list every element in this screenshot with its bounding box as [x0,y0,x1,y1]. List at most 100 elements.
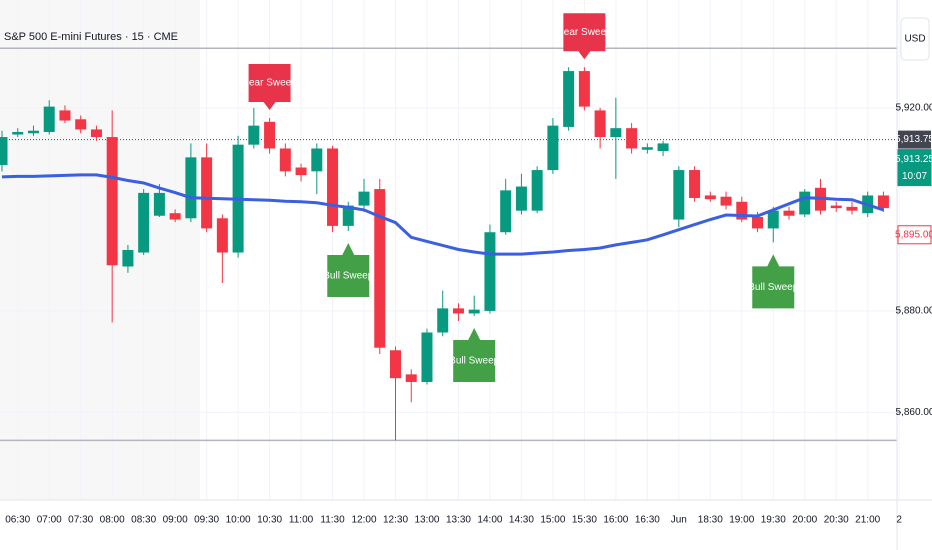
x-tick-label: 10:00 [226,515,251,526]
candle-body [610,128,622,138]
candle-body [279,148,291,172]
x-tick-label: 21:00 [855,515,880,526]
x-tick-label: 15:00 [540,515,565,526]
candle-body [830,205,842,209]
candle-body [437,308,449,333]
x-tick-label: 09:30 [194,515,219,526]
candle-body [358,191,370,206]
candle-body [405,374,417,382]
candle-body [704,195,716,200]
x-tick-label: 12:30 [383,515,408,526]
plot: Bear Sweep Bear Sweep Bull Sweep Bull Sweep… [0,13,897,441]
candle-body [295,167,307,176]
price-badge [897,149,932,187]
x-tick-label: 2 [896,515,902,526]
candle-body [563,71,575,127]
candle-body [877,195,889,209]
candle-body [342,205,354,226]
x-tick-label: 10:30 [257,515,282,526]
candle-body [452,308,464,314]
candle-body [75,119,87,130]
annotation-text: Bear Sweep [242,78,297,89]
x-tick-label: 20:00 [792,515,817,526]
annotation-text: Bear Sweep [557,27,612,38]
price-label: 5,895.00 [895,229,932,240]
x-tick-label: 06:30 [5,515,30,526]
x-tick-label: 07:00 [37,515,62,526]
candle-body [390,350,401,379]
candle-body [311,148,323,172]
y-tick-label: 5,920.00 [896,103,932,114]
bull-sweep-label [327,242,370,297]
x-tick-label: 16:30 [635,515,660,526]
last-price-badge [898,130,931,149]
x-tick-label: Jun [671,515,687,526]
candle-body [531,170,543,211]
x-tick-label: 20:30 [824,515,849,526]
candle-body [374,189,386,348]
candle-body [27,130,39,134]
candle-body [547,125,559,171]
annotation-text: Bull Sweep [748,282,798,293]
candle-body [799,191,811,215]
annotation-text: Bull Sweep [323,271,373,282]
x-tick-label: 14:30 [509,515,534,526]
x-tick-label: 08:00 [100,515,125,526]
candle-body [248,125,260,145]
y-tick-label: 5,860.00 [896,407,932,418]
last-price-label: 5,913.75 [895,134,932,145]
candle-body [657,143,669,152]
candle-body [327,148,339,226]
x-tick-label: 19:00 [729,515,754,526]
x-tick-label: 13:00 [414,515,439,526]
candle-body [484,232,496,311]
y-tick-label: 5,880.00 [896,306,932,317]
candle-body [626,128,638,149]
bear-sweep-label [563,13,606,60]
candle-body [106,137,118,266]
candle-body [846,206,858,211]
candle-body [0,137,8,165]
candle-body [421,332,433,382]
candle-body [43,106,55,132]
candle-body [578,71,590,107]
currency-box[interactable] [900,17,930,61]
session-shade [0,0,200,500]
countdown-label: 10:07 [902,171,927,182]
candle-body [500,190,512,233]
price-label: 5,913.25 [895,154,932,165]
candle-body [468,309,480,314]
x-tick-label: 08:30 [131,515,156,526]
candle-body [736,201,748,220]
candle-body [138,192,150,253]
bear-sweep-label [248,64,291,111]
candle-body [594,110,606,138]
candle-body [783,210,795,216]
x-tick-label: 11:00 [289,515,314,526]
candle-body [169,213,181,220]
currency: USD [904,34,925,45]
candle-body [515,186,527,211]
chart-title: S&P 500 E-mini Futures · 15 · CME [4,31,178,43]
x-tick-label: 15:30 [572,515,597,526]
x-tick-label: 09:00 [163,515,188,526]
candle-body [59,110,71,121]
x-tick-label: 12:00 [352,515,377,526]
x-tick-label: 07:30 [68,515,93,526]
x-tick-label: 19:30 [761,515,786,526]
candle-body [216,218,228,253]
candle-body [264,121,276,149]
x-tick-label: 13:30 [446,515,471,526]
candle-body [122,250,134,267]
annotation-text: Bull Sweep [449,356,499,367]
candle-body [689,170,701,198]
candle-body [201,157,213,229]
candle-body [641,147,653,150]
candle-body [90,129,102,138]
candle-body [767,210,779,229]
candle-body [185,157,197,219]
candle-body [153,192,165,216]
candle-body [720,196,732,206]
candle-body [752,217,764,229]
